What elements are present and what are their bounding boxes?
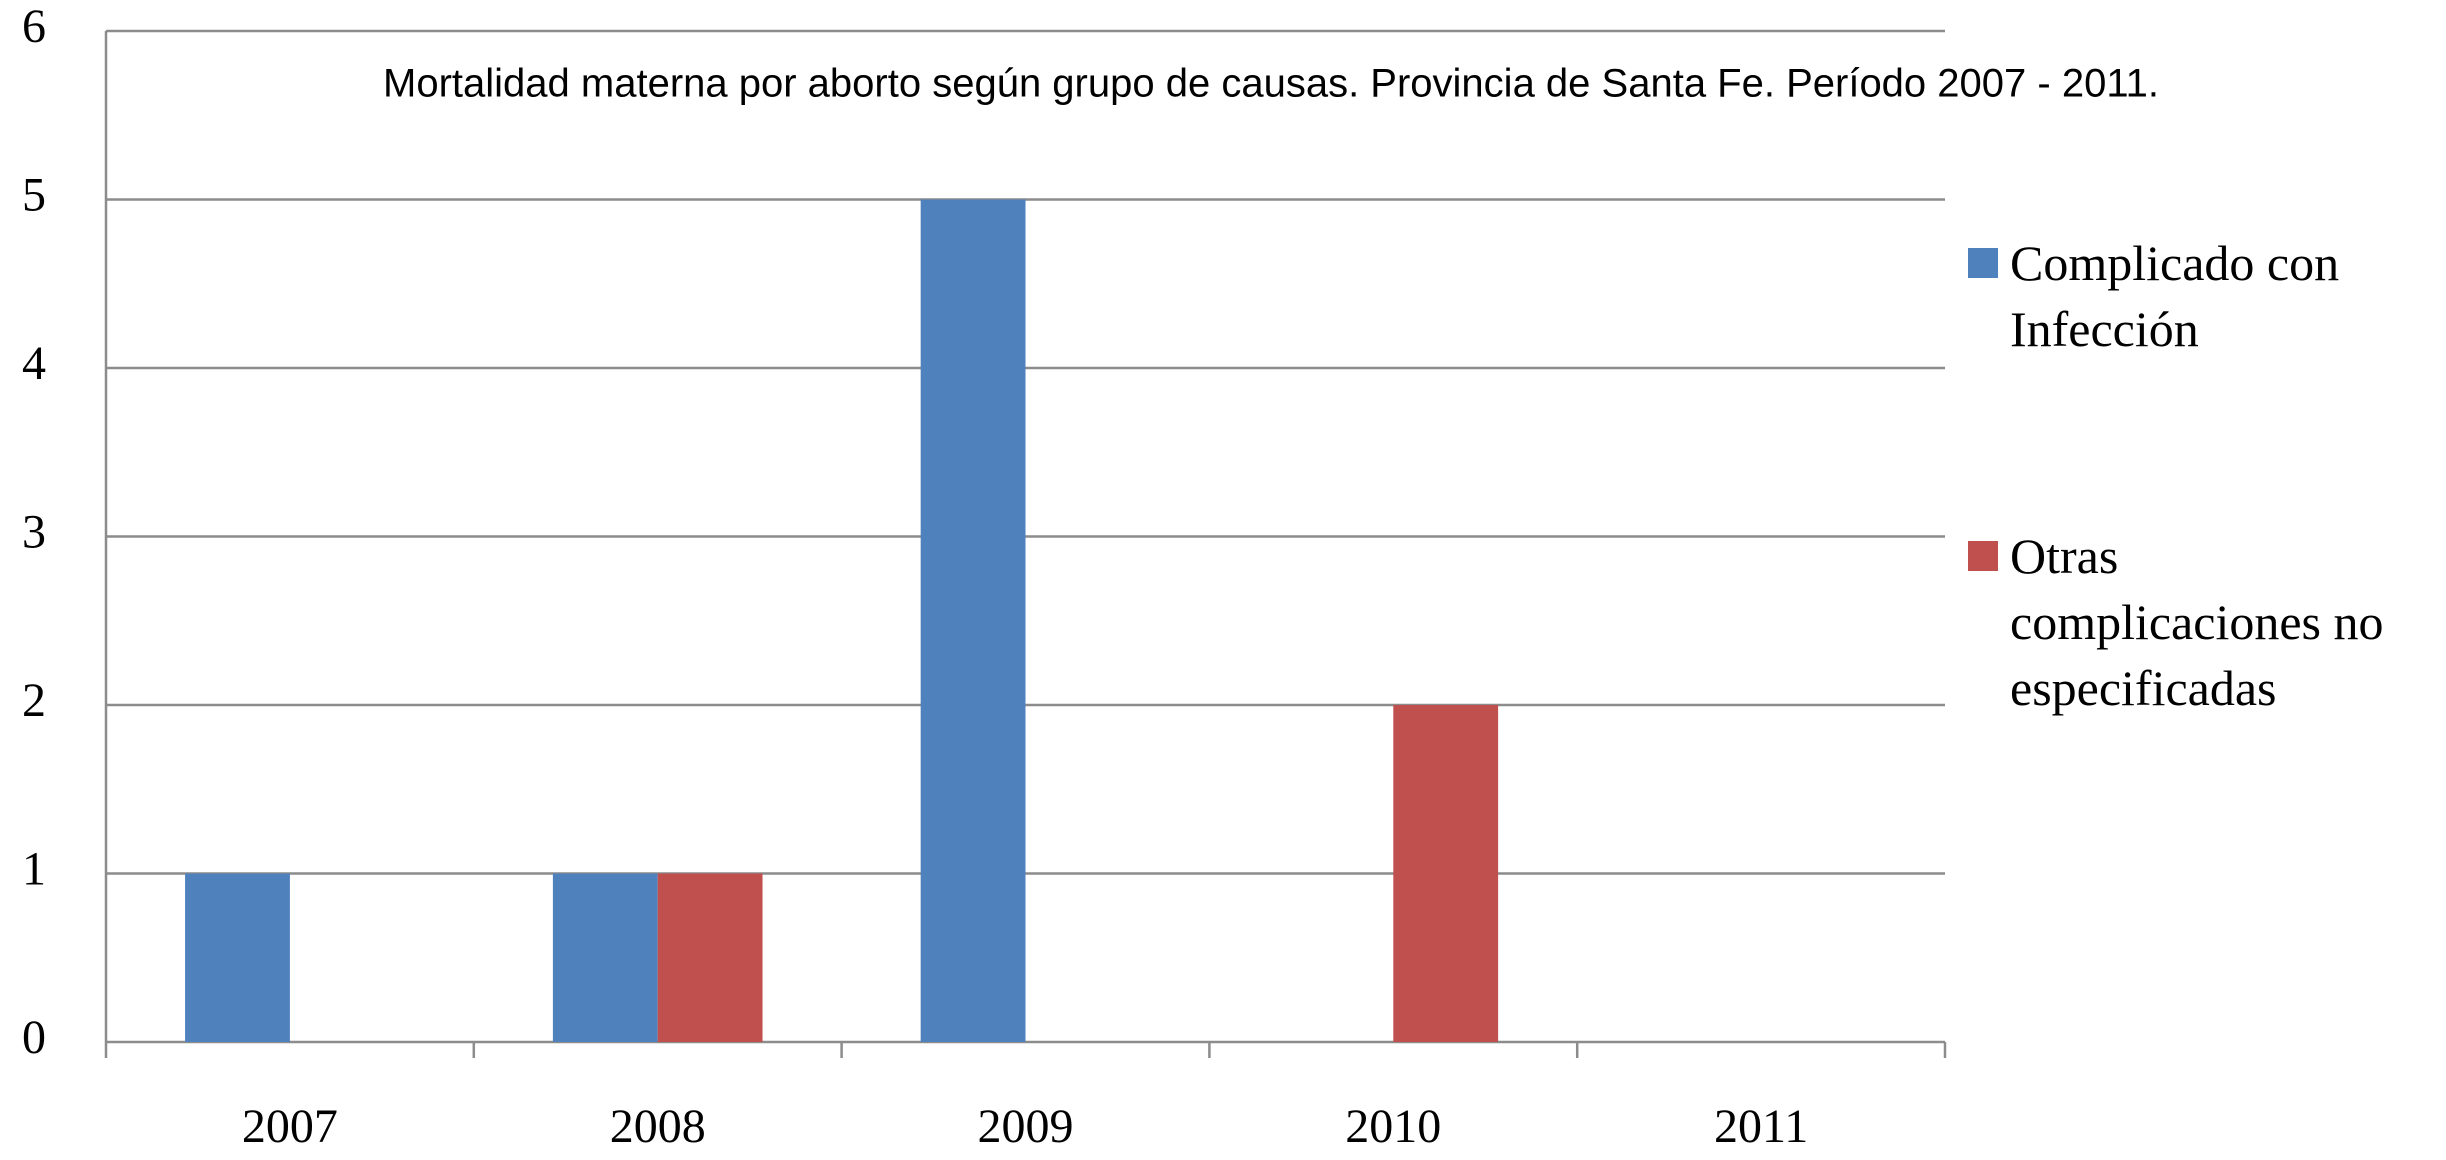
x-tick-label: 2008: [610, 1100, 706, 1153]
legend-item: Otras complicaciones no especificadas: [1968, 523, 2438, 721]
legend-swatch: [1968, 541, 1998, 571]
bar: [1393, 705, 1499, 1042]
y-tick-label: 3: [22, 506, 46, 559]
y-tick-label: 0: [22, 1011, 46, 1064]
legend-swatch: [1968, 248, 1998, 278]
chart-title: Mortalidad materna por aborto según grup…: [383, 62, 2159, 106]
x-tick-label: 2011: [1714, 1100, 1808, 1153]
x-tick-label: 2007: [242, 1100, 338, 1153]
bar: [185, 873, 290, 1042]
bar: [552, 873, 658, 1042]
legend-label: Complicado con Infección: [2010, 235, 2340, 357]
bar: [657, 873, 763, 1042]
bar: [920, 199, 1026, 1042]
x-tick-label: 2010: [1345, 1100, 1441, 1153]
y-tick-label: 6: [22, 0, 46, 53]
y-tick-label: 2: [22, 674, 46, 727]
x-tick-label: 2009: [978, 1100, 1074, 1153]
y-tick-label: 1: [22, 843, 46, 896]
legend-item: Complicado con Infección: [1968, 230, 2438, 362]
legend-label: Otras complicaciones no especificadas: [2010, 528, 2384, 716]
y-tick-label: 5: [22, 169, 46, 222]
y-tick-label: 4: [22, 337, 46, 390]
